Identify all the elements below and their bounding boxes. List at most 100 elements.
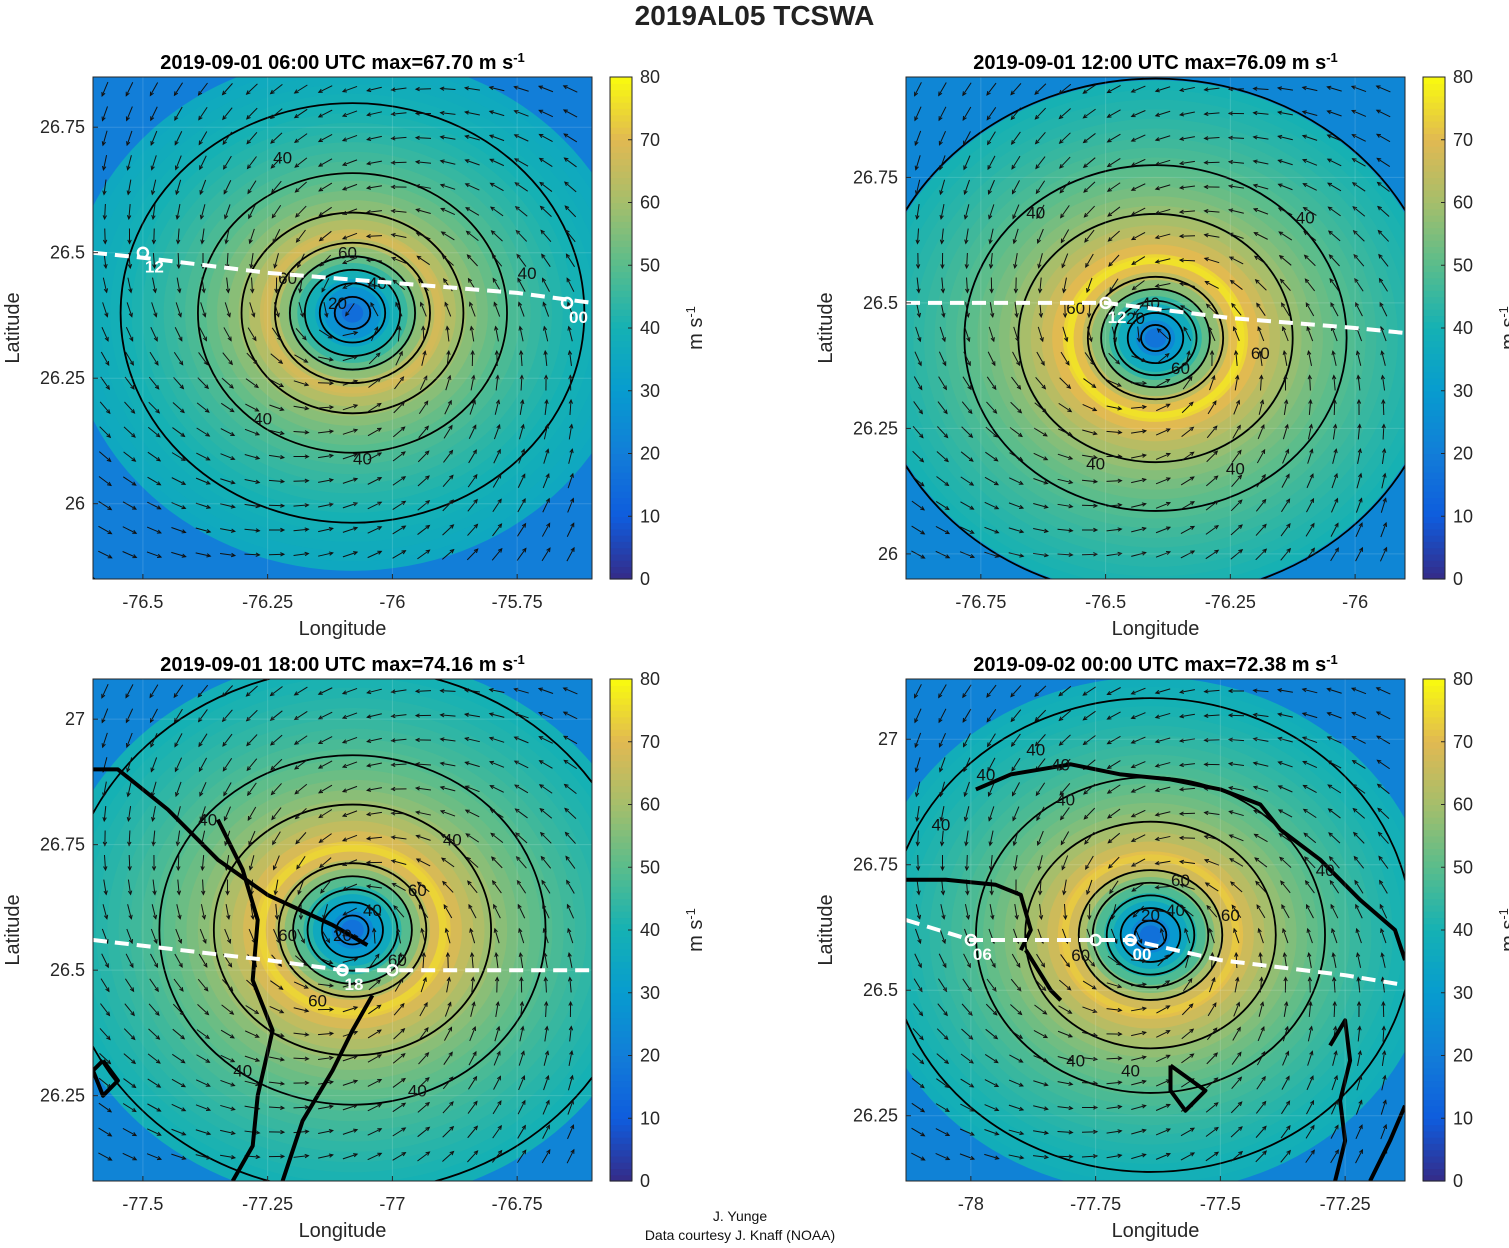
x-axis-label: Longitude xyxy=(1112,618,1200,640)
wind-arrow xyxy=(1035,376,1046,390)
colorbar-segment xyxy=(610,999,632,1006)
colorbar-segment xyxy=(610,1168,632,1176)
colorbar-segment xyxy=(1423,397,1445,404)
wind-arrow xyxy=(1380,326,1387,342)
wind-arrow xyxy=(1327,182,1342,192)
wind-arrowhead xyxy=(1352,206,1358,211)
wind-arrow xyxy=(1106,982,1122,988)
wind-arrow xyxy=(514,712,529,719)
colorbar-segment xyxy=(1423,541,1445,549)
wind-arrowhead xyxy=(1381,1025,1386,1031)
wind-arrow xyxy=(1230,280,1243,290)
wind-arrow xyxy=(1302,111,1318,116)
wind-arrow xyxy=(220,1129,235,1135)
panel-title: 2019-09-01 06:00 UTC max=67.70 m s-1 xyxy=(160,50,525,75)
wind-arrow xyxy=(224,928,231,944)
wind-arrow xyxy=(442,1151,454,1162)
wind-arrow xyxy=(1131,183,1146,191)
track-position-marker xyxy=(560,296,574,310)
colorbar-segment xyxy=(1423,1118,1445,1126)
wind-arrowhead xyxy=(1067,1033,1074,1038)
wind-speed-ring xyxy=(1139,925,1162,945)
wind-arrow xyxy=(568,1051,573,1066)
wind-arrow xyxy=(939,130,946,146)
wind-arrowhead xyxy=(329,1031,335,1036)
colorbar-segment xyxy=(1423,434,1445,442)
colorbar-segment xyxy=(610,397,632,404)
wind-arrowhead xyxy=(1141,1128,1147,1133)
wind-arrow xyxy=(1155,1079,1171,1087)
wind-arrow xyxy=(987,131,996,145)
contour-label: 60 xyxy=(1251,344,1270,363)
wind-arrow xyxy=(1183,327,1192,341)
wind-arrowhead xyxy=(986,742,992,748)
colorbar-segment xyxy=(610,77,632,84)
y-tick-label: 27 xyxy=(878,729,898,749)
wind-arrow xyxy=(1354,880,1364,894)
colorbar-segment xyxy=(1423,817,1445,824)
wind-arrowhead xyxy=(1252,135,1258,140)
wind-arrowhead xyxy=(1117,1031,1123,1037)
wind-arrow xyxy=(1302,712,1318,719)
colorbar-tick-label: 30 xyxy=(640,983,660,1003)
contour-line-60 xyxy=(1024,820,1277,1050)
wind-arrow xyxy=(1035,734,1046,746)
wind-arrowhead xyxy=(914,767,919,773)
wind-arrowhead xyxy=(964,866,970,872)
wind-arrow xyxy=(128,203,131,220)
wind-arrowhead xyxy=(544,398,549,404)
wind-arrowhead xyxy=(967,987,972,993)
wind-arrowhead xyxy=(329,380,335,386)
wind-arrowhead xyxy=(199,816,204,822)
wind-arrowhead xyxy=(920,530,926,535)
wind-arrow xyxy=(391,210,407,213)
wind-arrowhead xyxy=(1165,452,1171,457)
wind-arrow xyxy=(1305,1125,1315,1139)
wind-arrowhead xyxy=(545,497,550,503)
wind-arrowhead xyxy=(1286,523,1291,529)
wind-arrow xyxy=(446,977,450,993)
wind-arrowhead xyxy=(425,499,431,505)
wind-arrowhead xyxy=(294,814,300,820)
wind-arrow xyxy=(1280,1150,1291,1163)
wind-arrowhead xyxy=(439,761,445,766)
wind-arrow xyxy=(392,476,406,486)
wind-arrow xyxy=(1280,523,1291,537)
x-tick-label: -77 xyxy=(379,1194,405,1214)
wind-arrowhead xyxy=(540,229,545,235)
wind-arrow xyxy=(567,1075,574,1091)
colorbar-segment xyxy=(610,886,632,893)
wind-arrow xyxy=(543,928,549,944)
colorbar-segment xyxy=(1423,911,1445,919)
wind-arrowhead xyxy=(1307,350,1312,356)
wind-arrow xyxy=(1083,84,1096,94)
y-tick-label: 26.5 xyxy=(50,243,85,263)
colorbar-segment xyxy=(610,83,632,91)
wind-arrowhead xyxy=(401,550,407,555)
wind-arrow xyxy=(1108,230,1120,242)
wind-arrowhead xyxy=(181,529,187,534)
wind-arrowhead xyxy=(1376,759,1382,764)
wind-arrow xyxy=(1230,881,1243,893)
wind-arrowhead xyxy=(1179,883,1185,888)
wind-arrowhead xyxy=(1189,476,1195,481)
wind-arrowhead xyxy=(270,790,276,796)
wind-arrowhead xyxy=(567,349,573,356)
wind-arrowhead xyxy=(1109,889,1114,895)
wind-arrow xyxy=(1355,904,1363,919)
wind-arrowhead xyxy=(919,433,924,439)
wind-arrowhead xyxy=(155,1035,161,1040)
wind-arrowhead xyxy=(156,481,162,486)
wind-arrowhead xyxy=(1356,374,1361,380)
wind-arrow xyxy=(1082,980,1097,990)
wind-arrow xyxy=(342,1080,358,1086)
wind-arrowhead xyxy=(1188,977,1193,983)
colorbar-segment xyxy=(610,804,632,812)
wind-arrowhead xyxy=(230,480,236,485)
wind-arrowhead xyxy=(1262,1150,1268,1156)
colorbar-segment xyxy=(610,252,632,260)
wind-arrow xyxy=(1131,355,1146,362)
wind-arrow xyxy=(392,1152,406,1161)
wind-arrow xyxy=(1106,1106,1122,1109)
coastline xyxy=(975,762,1405,961)
